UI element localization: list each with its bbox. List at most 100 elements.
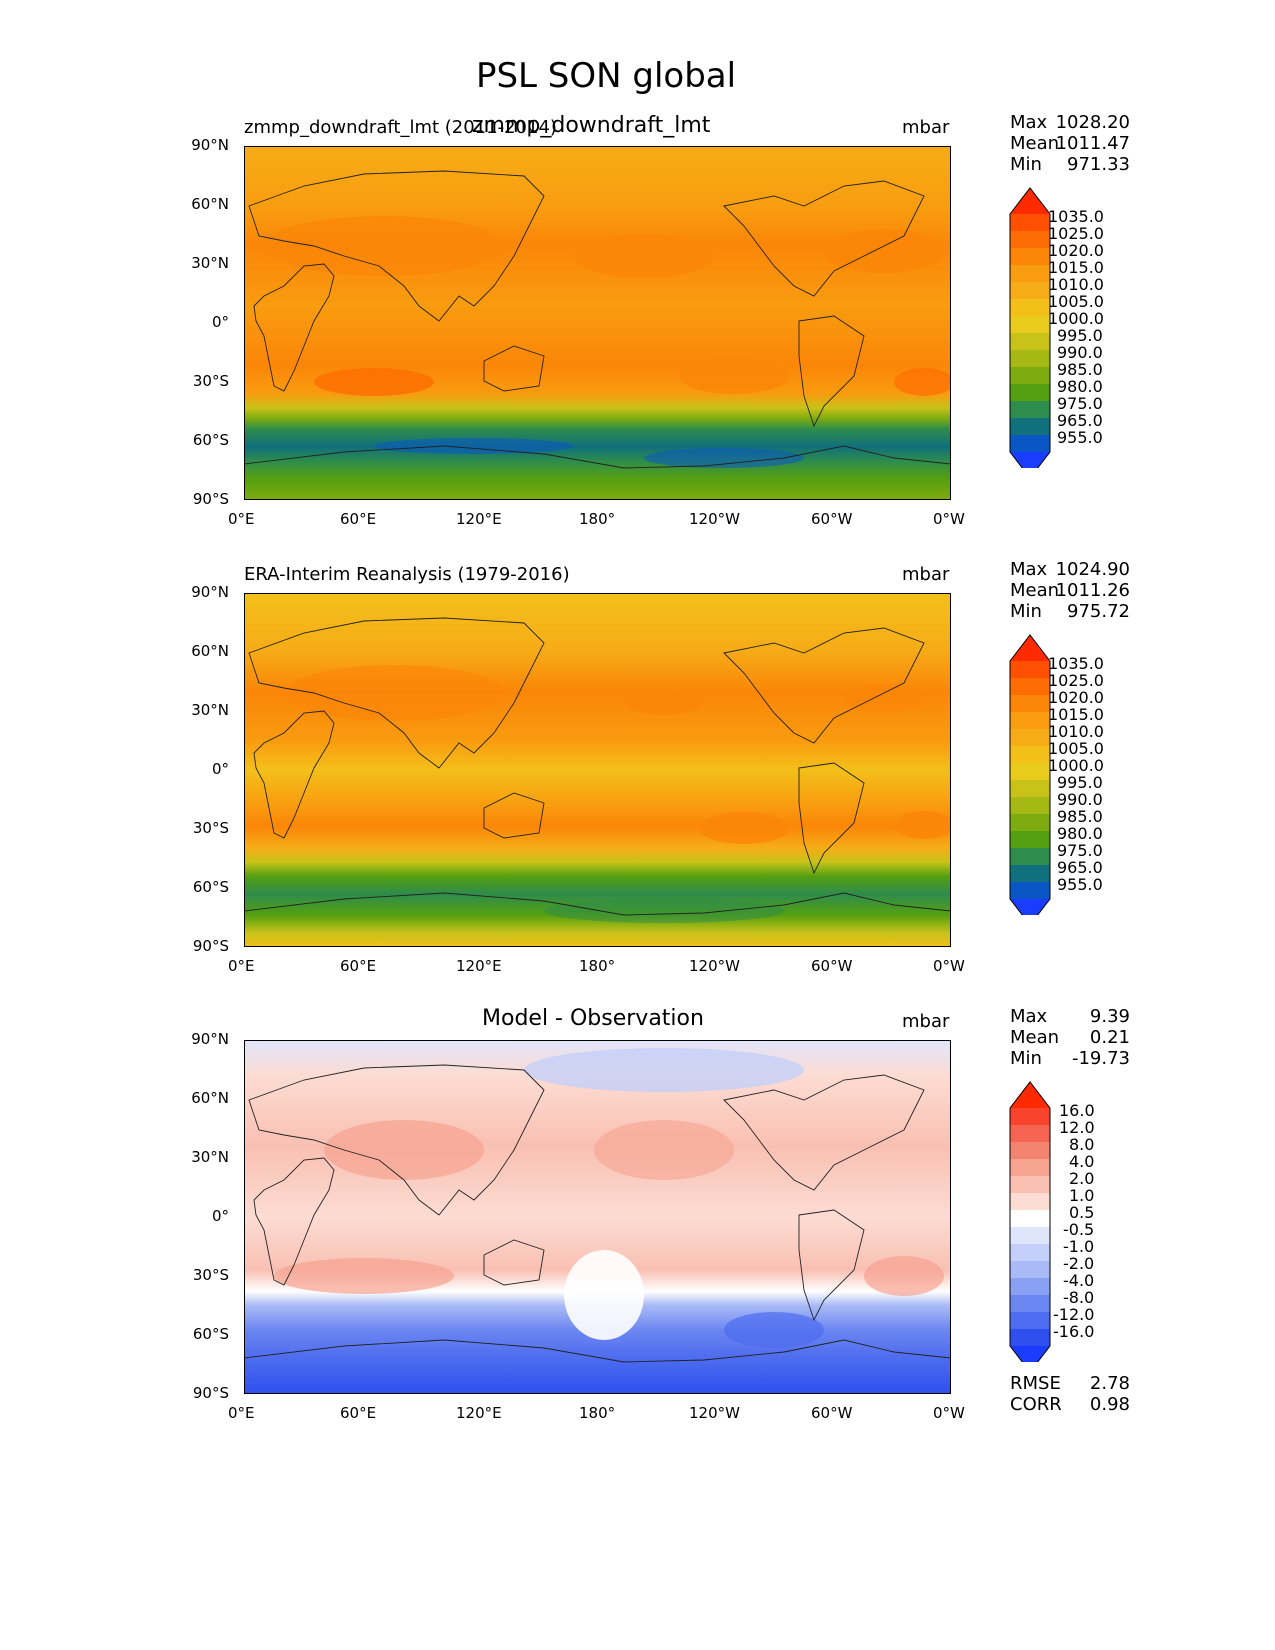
colorbar-tick-label: 985.0 <box>1057 360 1103 379</box>
stat-max-label: Max <box>1010 559 1048 580</box>
lat-label: 90°S <box>192 937 229 955</box>
lon-label: 60°W <box>811 510 853 528</box>
stat-mean-value: 1011.26 <box>1055 580 1130 601</box>
colorbar-extend-bottom <box>1010 899 1050 915</box>
colorbar-segment <box>1010 1227 1050 1245</box>
lat-label: 30°S <box>192 372 229 390</box>
colorbar-extend-bottom <box>1010 1346 1050 1362</box>
colorbar-tick-label: 1005.0 <box>1048 739 1104 758</box>
lat-label: 90°N <box>191 1030 229 1048</box>
colorbar-tick-label: 1035.0 <box>1048 207 1104 226</box>
colorbar-segment <box>1010 729 1050 747</box>
colorbar-tick-label: 1020.0 <box>1048 688 1104 707</box>
panel-obs-units: mbar <box>902 564 950 585</box>
lat-label: 60°S <box>192 878 229 896</box>
colorbar-segment <box>1010 848 1050 866</box>
colorbar-segment <box>1010 678 1050 696</box>
colorbar-tick-label: -0.5 <box>1063 1220 1095 1239</box>
colorbar-segment <box>1010 1159 1050 1177</box>
colorbar-segment <box>1010 333 1050 351</box>
stat-corr-label: CORR <box>1010 1394 1062 1415</box>
colorbar-tick-label: -4.0 <box>1063 1271 1095 1290</box>
colorbar-tick-label: 980.0 <box>1057 824 1103 843</box>
stat-mean-value: 1011.47 <box>1055 133 1130 154</box>
colorbar-tick-label: -12.0 <box>1053 1305 1095 1324</box>
lat-label: 30°N <box>191 701 229 719</box>
stat-min-label: Min <box>1010 1048 1042 1069</box>
colorbar-segment <box>1010 384 1050 402</box>
colorbar-segment <box>1010 214 1050 232</box>
colorbar-tick-label: 995.0 <box>1057 773 1103 792</box>
lon-label: 180° <box>579 510 616 528</box>
lon-label: 0°W <box>933 510 965 528</box>
lon-label: 180° <box>579 957 616 975</box>
colorbar-tick-label: 975.0 <box>1057 841 1103 860</box>
colorbar-segment <box>1010 1329 1050 1347</box>
colorbar-segment <box>1010 1142 1050 1160</box>
stat-rmse-value: 2.78 <box>1089 1373 1130 1394</box>
lat-label: 90°N <box>191 583 229 601</box>
lon-label: 0°E <box>228 1404 255 1422</box>
colorbar-tick-label: 1010.0 <box>1048 275 1104 294</box>
colorbar-tick-label: -1.0 <box>1063 1237 1095 1256</box>
colorbar-tick-label: 1.0 <box>1069 1186 1095 1205</box>
colorbar-segment <box>1010 1312 1050 1330</box>
colorbar-tick-label: 955.0 <box>1057 428 1103 447</box>
colorbar-tick-label: 1015.0 <box>1048 258 1104 277</box>
colorbar-tick-label: 1000.0 <box>1048 756 1104 775</box>
lat-label: 90°N <box>191 136 229 154</box>
lat-label: 30°N <box>191 1148 229 1166</box>
lon-label: 60°W <box>811 1404 853 1422</box>
colorbar-tick-label: 985.0 <box>1057 807 1103 826</box>
colorbar-tick-label: 1020.0 <box>1048 241 1104 260</box>
panel-model-center-title: zmmp_downdraft_lmt <box>472 113 711 138</box>
lon-label: 120°E <box>456 510 502 528</box>
lon-label: 0°W <box>933 1404 965 1422</box>
lat-label: 60°S <box>192 431 229 449</box>
stat-mean-label: Mean <box>1010 1027 1060 1048</box>
lat-label: 0° <box>211 1207 229 1225</box>
colorbar-segment <box>1010 1108 1050 1126</box>
colorbar-segment <box>1010 1125 1050 1143</box>
panel-diff-map <box>244 1040 951 1394</box>
lat-label: 60°N <box>191 1089 229 1107</box>
colorbar-segment <box>1010 316 1050 334</box>
stat-rmse-label: RMSE <box>1010 1373 1061 1394</box>
colorbar-segment <box>1010 248 1050 266</box>
colorbar-segment <box>1010 1295 1050 1313</box>
colorbar-tick-label: 1035.0 <box>1048 654 1104 673</box>
colorbar-outline <box>1009 187 1051 468</box>
panel-model-units: mbar <box>902 117 950 138</box>
lon-label: 60°W <box>811 957 853 975</box>
colorbar-segment <box>1010 882 1050 900</box>
figure-title: PSL SON global <box>475 56 737 96</box>
stat-max-label: Max <box>1010 112 1048 133</box>
colorbar-segment <box>1010 231 1050 249</box>
stat-max-value: 1028.20 <box>1055 112 1130 133</box>
lat-label: 30°S <box>192 819 229 837</box>
lon-label: 120°E <box>456 1404 502 1422</box>
colorbar-tick-label: 16.0 <box>1059 1101 1095 1120</box>
colorbar-segment <box>1010 661 1050 679</box>
colorbar-segment <box>1010 1210 1050 1228</box>
colorbar-segment <box>1010 695 1050 713</box>
stat-min-value: -19.73 <box>1071 1048 1130 1069</box>
panel-obs-left-title: ERA-Interim Reanalysis (1979-2016) <box>244 564 570 585</box>
colorbar-tick-label: 1025.0 <box>1048 224 1104 243</box>
colorbar-tick-label: -16.0 <box>1053 1322 1095 1341</box>
lon-label: 0°W <box>933 957 965 975</box>
colorbar-tick-label: 965.0 <box>1057 411 1103 430</box>
colorbar-tick-label: 0.5 <box>1069 1203 1095 1222</box>
colorbar-extend-top <box>1010 188 1050 214</box>
colorbar-obs <box>1009 634 1051 915</box>
colorbar-segment <box>1010 282 1050 300</box>
colorbar-tick-label: 2.0 <box>1069 1169 1095 1188</box>
colorbar-segment <box>1010 814 1050 832</box>
lon-label: 60°E <box>340 510 377 528</box>
colorbar-tick-label: 1010.0 <box>1048 722 1104 741</box>
colorbar-tick-label: 12.0 <box>1059 1118 1095 1137</box>
stat-mean-value: 0.21 <box>1089 1027 1130 1048</box>
stat-max-label: Max <box>1010 1006 1048 1027</box>
stat-mean-label: Mean <box>1010 580 1060 601</box>
colorbar-segment <box>1010 350 1050 368</box>
